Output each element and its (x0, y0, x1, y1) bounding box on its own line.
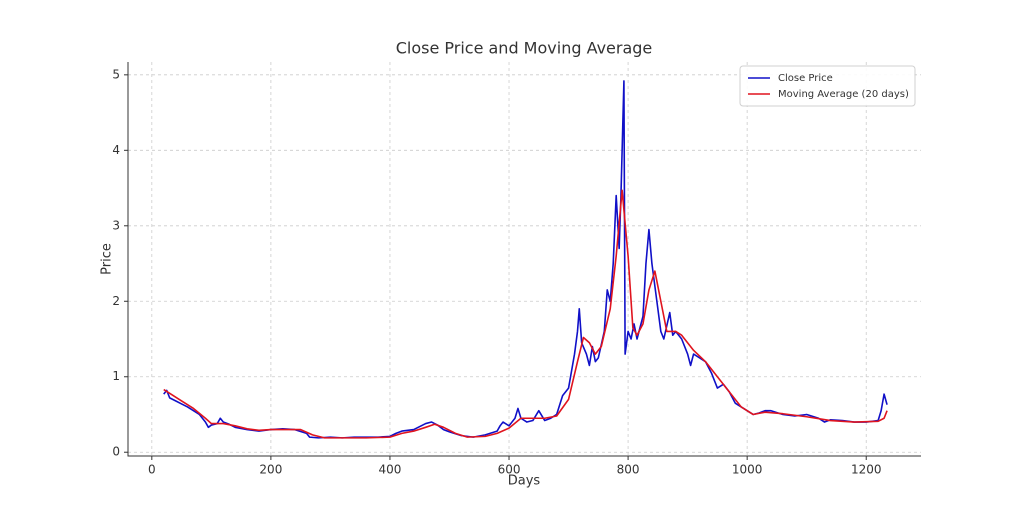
legend-label: Moving Average (20 days) (778, 89, 909, 100)
y-tick-label: 1 (112, 369, 120, 383)
line-series (163, 80, 888, 439)
x-tick-label: 400 (378, 463, 401, 477)
y-tick-label: 0 (112, 445, 120, 459)
x-tick-label: 200 (259, 463, 282, 477)
x-tick-label: 1200 (851, 463, 882, 477)
x-tick-label: 600 (498, 463, 521, 477)
x-tick-label: 0 (148, 463, 156, 477)
x-axis-label: Days (508, 474, 541, 489)
x-tick-label: 1000 (732, 463, 763, 477)
y-axis-label: Price (100, 243, 115, 275)
y-tick-label: 4 (112, 143, 120, 157)
y-tick-label: 3 (112, 218, 120, 232)
legend-box (739, 65, 916, 107)
line-series (163, 189, 888, 439)
axes (127, 62, 921, 457)
legend-label: Close Price (778, 73, 833, 84)
x-tick-label: 800 (617, 463, 640, 477)
chart-title: Close Price and Moving Average (396, 39, 653, 58)
y-tick-label: 5 (112, 67, 120, 81)
y-tick-label: 2 (112, 294, 120, 308)
